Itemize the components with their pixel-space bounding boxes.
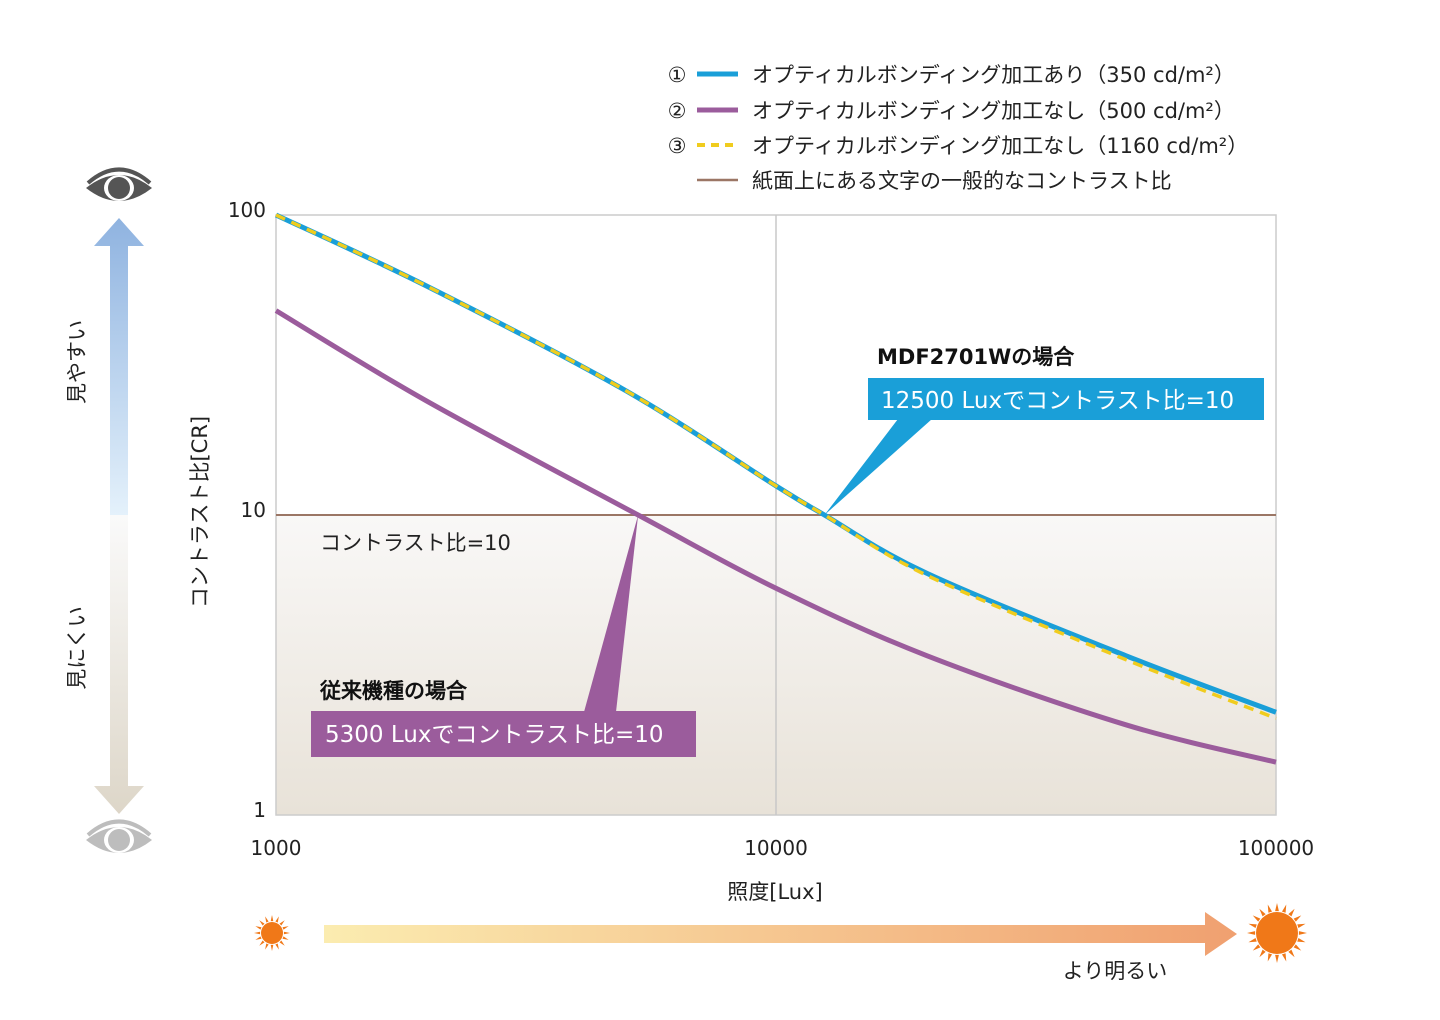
series-layer (274, 212, 1277, 765)
eye-dim-icon (86, 819, 152, 853)
legend-marker: ③ (668, 134, 687, 158)
legend-marker: ① (668, 63, 687, 87)
legend-marker: ② (668, 99, 687, 123)
eye-open-icon (86, 167, 152, 201)
x-tick-label: 10000 (744, 836, 808, 860)
legend-label: 紙面上にある文字の一般的なコントラスト比 (752, 169, 1172, 193)
conv-callout-box (311, 711, 696, 757)
series-line-2 (274, 308, 1277, 765)
arrow-down-icon (94, 515, 144, 814)
reference-label: コントラスト比=10 (320, 531, 511, 555)
brighter-label: より明るい (1063, 959, 1168, 983)
mdf-callout-pointer (824, 419, 932, 515)
sun-small-icon (254, 915, 290, 951)
conv-callout-pointer (584, 515, 639, 712)
conv-title: 従来機種の場合 (319, 679, 468, 703)
legend-label: オプティカルボンディング加工なし（1160 cd/m²） (752, 134, 1248, 158)
legend-label: オプティカルボンディング加工なし（500 cd/m²） (752, 99, 1235, 123)
series-line-3 (275, 213, 1277, 720)
y-tick-label: 10 (241, 498, 266, 522)
y-axis-title: コントラスト比[CR] (188, 416, 212, 608)
mdf-callout-box (868, 378, 1264, 420)
mdf-title: MDF2701Wの場合 (877, 345, 1075, 369)
brightness-indicator: より明るい (254, 903, 1307, 983)
x-tick-label: 1000 (251, 836, 302, 860)
legend: ① オプティカルボンディング加工あり（350 cd/m²） ② オプティカルボンディン… (668, 63, 1249, 193)
visibility-indicator: 見やすい 見にくい (65, 167, 152, 853)
arrow-right-icon (324, 912, 1237, 956)
x-axis-title: 照度[Lux] (727, 880, 822, 904)
mdf-callout-text: 12500 Luxでコントラスト比=10 (881, 388, 1234, 414)
sun-large-icon (1247, 903, 1307, 963)
tick-layer: 1000 10000 100000 1 10 100 (228, 198, 1314, 860)
arrow-up-icon (94, 218, 144, 515)
conv-callout-text: 5300 Luxでコントラスト比=10 (325, 722, 664, 748)
y-tick-label: 1 (253, 798, 266, 822)
easy-to-see-label: 見やすい (65, 320, 89, 404)
hard-to-see-label: 見にくい (65, 606, 89, 690)
x-tick-label: 100000 (1238, 836, 1314, 860)
series-line-1 (274, 212, 1277, 715)
legend-label: オプティカルボンディング加工あり（350 cd/m²） (752, 63, 1235, 87)
y-tick-label: 100 (228, 198, 266, 222)
